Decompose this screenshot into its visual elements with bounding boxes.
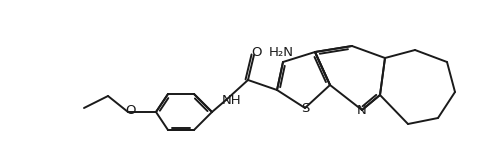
Text: S: S — [301, 102, 309, 114]
Text: N: N — [357, 104, 367, 116]
Text: NH: NH — [222, 93, 242, 107]
Text: O: O — [252, 47, 262, 59]
Text: O: O — [125, 104, 135, 116]
Text: H₂N: H₂N — [269, 47, 293, 59]
